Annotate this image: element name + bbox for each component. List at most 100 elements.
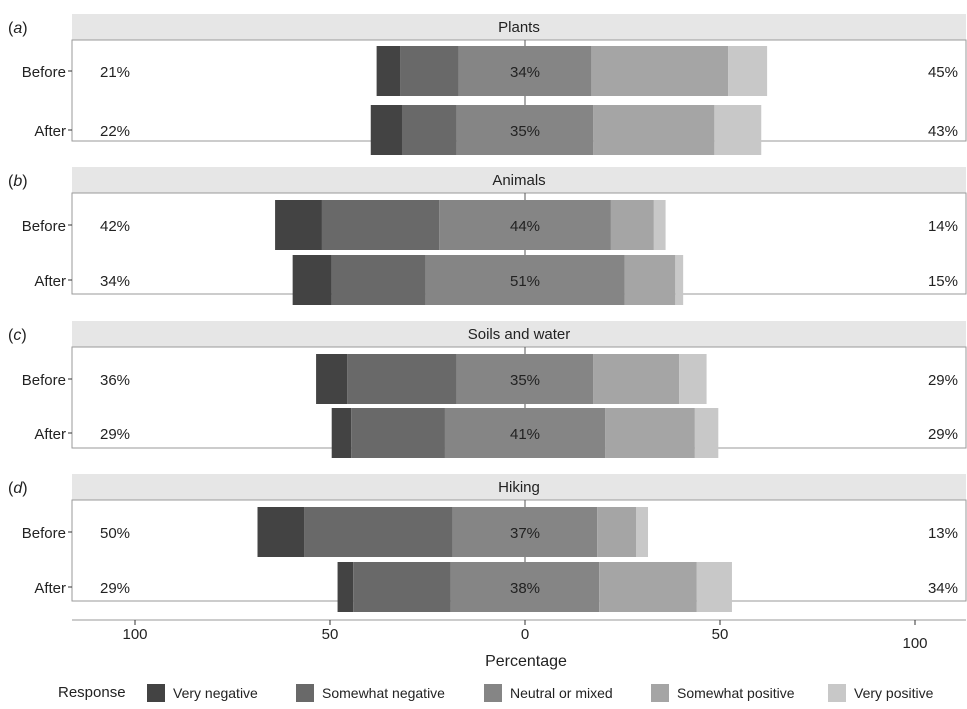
row-label: After: [34, 580, 66, 597]
panel-title: Soils and water: [468, 326, 571, 343]
bar-segment-very-positive: [696, 562, 732, 612]
row-label: Before: [22, 218, 66, 235]
left-percent: 42%: [100, 218, 130, 235]
right-percent: 14%: [928, 218, 958, 235]
bar-segment-somewhat-positive: [593, 105, 715, 155]
center-percent: 35%: [510, 372, 540, 389]
legend-swatch: [651, 684, 669, 702]
x-axis-title: Percentage: [485, 653, 567, 670]
panel-strip: [72, 321, 966, 347]
row-label: Before: [22, 525, 66, 542]
x-tick-label: 0: [521, 626, 529, 643]
panel-title: Plants: [498, 19, 540, 36]
center-percent: 34%: [510, 64, 540, 81]
bar-segment-very-positive: [679, 354, 707, 404]
x-axis: 100 50 0 50 100 Percentage: [72, 619, 966, 670]
bar-segment-very-positive: [675, 255, 684, 305]
center-percent: 41%: [510, 426, 540, 443]
legend-swatch: [147, 684, 165, 702]
panel-strip: [72, 474, 966, 500]
legend-label: Somewhat positive: [677, 685, 795, 701]
bar-segment-very-negative: [275, 200, 322, 250]
right-percent: 34%: [928, 580, 958, 597]
legend-label: Somewhat negative: [322, 685, 445, 701]
right-percent: 45%: [928, 64, 958, 81]
bar-segment-somewhat-negative: [401, 105, 457, 155]
panel-b: Animals (b) Before 42% 44% 14% After 34% 51% 15%: [8, 167, 967, 305]
bar-segment-very-negative: [331, 408, 352, 458]
bar-segment-neutral: [456, 105, 594, 155]
bar-segment-neutral: [425, 255, 625, 305]
row-label: Before: [22, 372, 66, 389]
right-percent: 43%: [928, 123, 958, 140]
bar-segment-very-negative: [316, 354, 348, 404]
bar-segment-somewhat-negative: [353, 562, 451, 612]
bar-segment-somewhat-positive: [597, 507, 637, 557]
bar-segment-neutral: [452, 507, 598, 557]
left-percent: 22%: [100, 123, 130, 140]
bar-segment-very-negative: [337, 562, 354, 612]
center-percent: 51%: [510, 273, 540, 290]
legend-label: Very positive: [854, 685, 934, 701]
panel-c: Soils and water (c) Before 36% 35% 29% After 29…: [8, 321, 967, 458]
legend-label: Neutral or mixed: [510, 685, 613, 701]
panel-d: Hiking (d) Before 50% 37% 13% After 29% 38% 34%: [8, 474, 967, 612]
panel-strip: [72, 14, 966, 40]
row-label: After: [34, 426, 66, 443]
row-label: After: [34, 273, 66, 290]
panel-letter: (d): [8, 480, 28, 497]
bar-segment-very-positive: [728, 46, 768, 96]
right-percent: 29%: [928, 372, 958, 389]
bar-segment-somewhat-positive: [591, 46, 729, 96]
bar-segment-somewhat-negative: [351, 408, 445, 458]
bar-segment-very-negative: [292, 255, 332, 305]
x-tick-label: 100: [122, 626, 147, 643]
bar-segment-very-positive: [636, 507, 649, 557]
bar-segment-very-negative: [376, 46, 401, 96]
right-percent: 15%: [928, 273, 958, 290]
bar-segment-neutral: [456, 354, 594, 404]
bar-segment-very-positive: [694, 408, 719, 458]
left-percent: 36%: [100, 372, 130, 389]
left-percent: 29%: [100, 580, 130, 597]
center-percent: 44%: [510, 218, 540, 235]
center-percent: 35%: [510, 123, 540, 140]
row-label: Before: [22, 64, 66, 81]
panel-a: Plants (a) Before 21% 34% 45% After 22% 35% 43%: [8, 14, 967, 155]
panel-letter: (c): [8, 327, 27, 344]
bar-segment-somewhat-negative: [347, 354, 457, 404]
row-label: After: [34, 123, 66, 140]
x-tick-label: 50: [712, 626, 729, 643]
left-percent: 29%: [100, 426, 130, 443]
bar-segment-somewhat-positive: [610, 200, 654, 250]
right-percent: 29%: [928, 426, 958, 443]
x-tick-label: 50: [322, 626, 339, 643]
bar-segment-very-positive: [653, 200, 666, 250]
bar-segment-somewhat-positive: [624, 255, 676, 305]
bar-segment-very-negative: [257, 507, 305, 557]
panel-title: Hiking: [498, 479, 540, 496]
legend-items: Very negative Somewhat negative Neutral or…: [147, 684, 934, 702]
bar-segment-neutral: [450, 562, 600, 612]
left-percent: 34%: [100, 273, 130, 290]
bar-segment-somewhat-negative: [331, 255, 426, 305]
bar-segment-very-negative: [370, 105, 402, 155]
left-percent: 50%: [100, 525, 130, 542]
center-percent: 38%: [510, 580, 540, 597]
panel-letter: (a): [8, 20, 28, 37]
panel-letter: (b): [8, 173, 28, 190]
bar-segment-somewhat-negative: [321, 200, 440, 250]
left-percent: 21%: [100, 64, 130, 81]
bar-segment-neutral: [444, 408, 606, 458]
bar-segment-somewhat-negative: [304, 507, 453, 557]
legend-label: Very negative: [173, 685, 258, 701]
chart-panels: Plants (a) Before 21% 34% 45% After 22% 35% 43% An…: [8, 14, 967, 612]
panel-strip: [72, 167, 966, 193]
x-axis-ticks: 100 50 0 50 100: [122, 620, 928, 652]
bar-segment-somewhat-positive: [605, 408, 695, 458]
legend-swatch: [296, 684, 314, 702]
bar-segment-very-positive: [714, 105, 762, 155]
bar-segment-somewhat-positive: [593, 354, 680, 404]
panel-title: Animals: [492, 172, 545, 189]
